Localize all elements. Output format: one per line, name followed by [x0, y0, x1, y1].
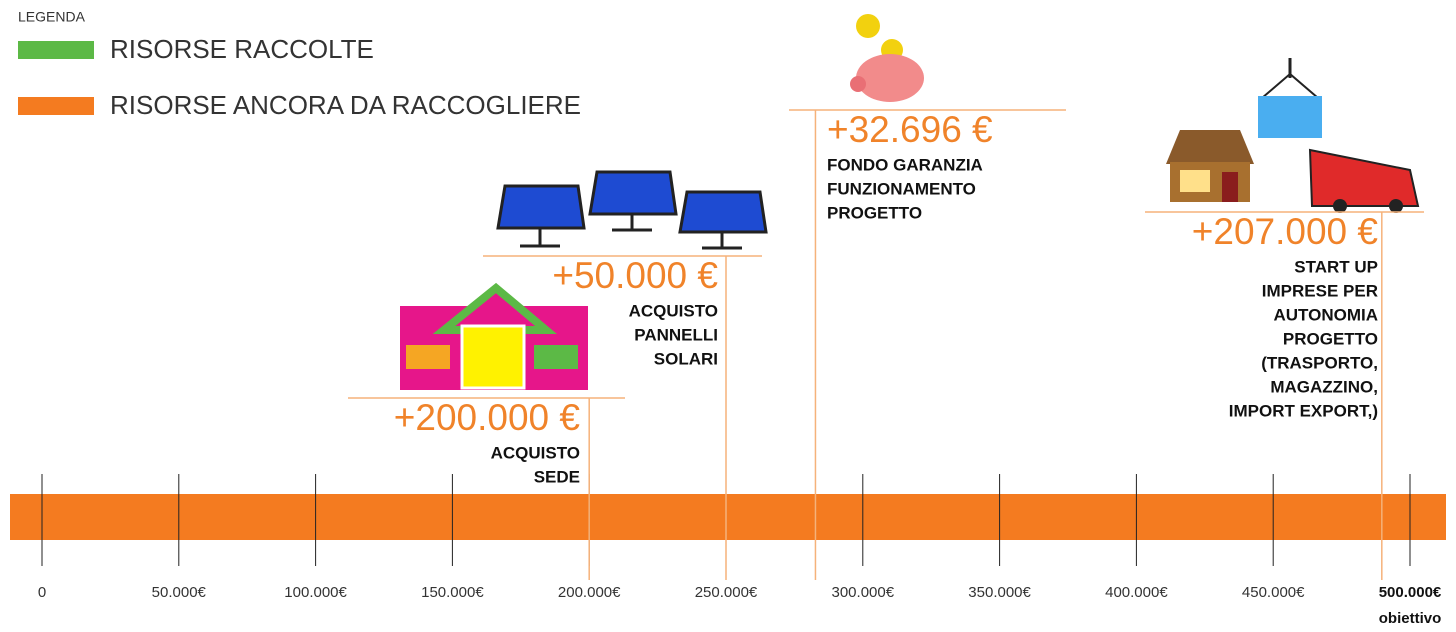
container-icon — [1258, 58, 1322, 138]
tick-label: 100.000€ — [284, 584, 347, 601]
milestone-description: ACQUISTO — [491, 443, 580, 462]
milestone-description: PROGETTO — [1283, 329, 1378, 348]
milestone-amount: +50.000 € — [552, 255, 718, 296]
milestone-description: FUNZIONAMENTO — [827, 179, 976, 198]
milestone-amount: +200.000 € — [394, 397, 581, 438]
house-icon — [1166, 130, 1254, 202]
milestone-description: PROGETTO — [827, 203, 922, 222]
bus-icon — [1308, 148, 1420, 213]
milestone-description: (TRASPORTO, — [1261, 353, 1378, 372]
milestone-description: PANNELLI — [634, 325, 718, 344]
tick-label: 200.000€ — [558, 584, 621, 601]
milestone-description: SEDE — [534, 467, 580, 486]
milestone-description: START UP — [1294, 257, 1378, 276]
legend-title: LEGENDA — [18, 9, 86, 25]
legend-swatch — [18, 41, 94, 59]
progress-bar — [10, 494, 1446, 540]
milestone-description: SOLARI — [654, 349, 718, 368]
piggy-bank-icon — [850, 14, 924, 102]
building-icon — [400, 282, 588, 390]
goal-label: obiettivo — [1379, 610, 1442, 627]
tick-label: 500.000€ — [1379, 584, 1442, 601]
milestone-description: ACQUISTO — [629, 301, 718, 320]
tick-label: 350.000€ — [968, 584, 1031, 601]
legend-swatch — [18, 97, 94, 115]
tick-label: 0 — [38, 584, 46, 601]
tick-label: 300.000€ — [832, 584, 895, 601]
tick-label: 250.000€ — [695, 584, 758, 601]
milestone-amount: +207.000 € — [1192, 211, 1379, 252]
milestone-description: AUTONOMIA — [1273, 305, 1378, 324]
milestone-description: IMPRESE PER — [1262, 281, 1378, 300]
tick-label: 50.000€ — [152, 584, 207, 601]
legend-label: RISORSE RACCOLTE — [110, 34, 374, 64]
solar-panels-icon — [496, 170, 768, 250]
milestone-description: IMPORT EXPORT,) — [1229, 401, 1378, 420]
tick-label: 450.000€ — [1242, 584, 1305, 601]
milestone-amount: +32.696 € — [827, 109, 993, 150]
milestone-description: FONDO GARANZIA — [827, 155, 983, 174]
legend-label: RISORSE ANCORA DA RACCOGLIERE — [110, 90, 581, 120]
tick-label: 150.000€ — [421, 584, 484, 601]
milestone-description: MAGAZZINO, — [1270, 377, 1378, 396]
tick-label: 400.000€ — [1105, 584, 1168, 601]
